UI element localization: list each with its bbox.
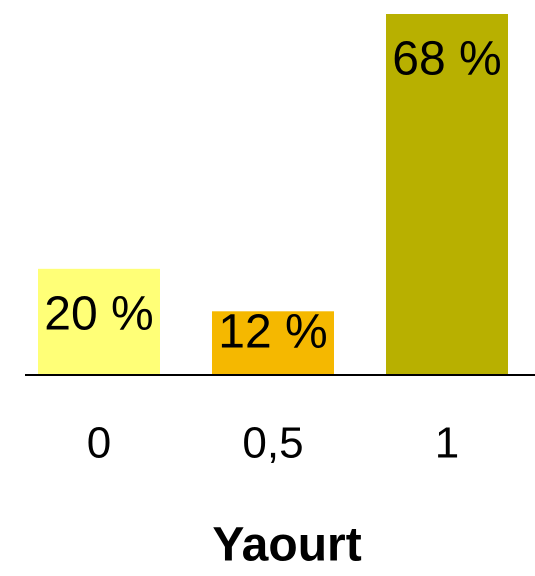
bar [386,14,508,375]
x-tick-label: 1 [435,419,459,468]
x-tick-label: 0 [87,419,111,468]
value-label: 68 % [392,33,501,86]
value-label: 12 % [218,306,327,359]
value-label: 20 % [44,287,153,340]
bar [212,311,334,375]
bar [38,268,160,375]
x-tick-label: 0,5 [242,419,303,468]
x-axis-label: Yaourt [212,519,361,572]
